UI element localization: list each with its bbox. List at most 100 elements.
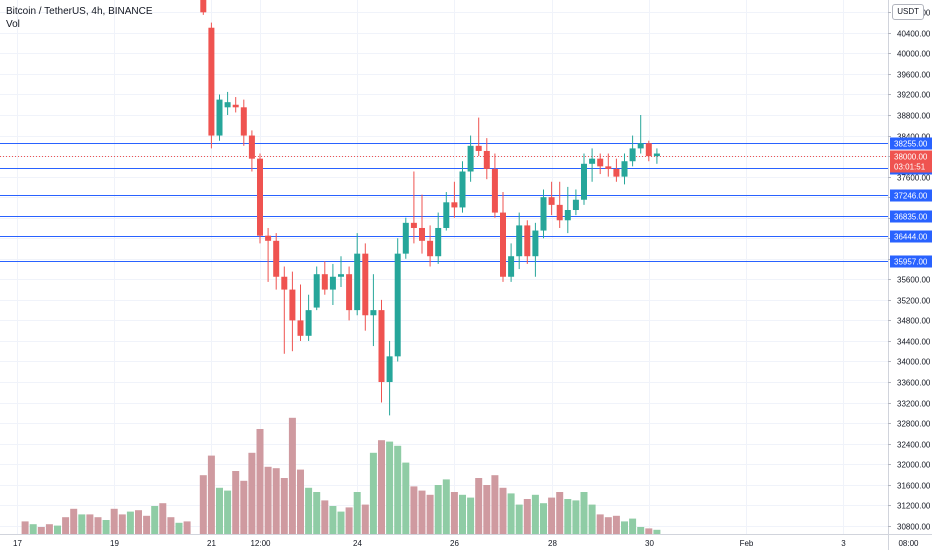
volume-bar [256, 429, 264, 534]
candle-body [443, 202, 450, 228]
candle-body [572, 199, 579, 211]
volume-bar [175, 522, 183, 534]
symbol-title[interactable]: Bitcoin / TetherUS, 4h, BINANCE [6, 6, 153, 17]
price-tick-label: 40000.00 [897, 50, 931, 59]
volume-bar [248, 452, 256, 534]
volume-bar [345, 507, 353, 534]
volume-bar [523, 499, 531, 534]
volume-bar [645, 528, 653, 534]
volume-bar [378, 440, 385, 534]
volume-bar [564, 499, 572, 534]
candle-body [589, 158, 596, 164]
candle-body [321, 274, 328, 290]
volume-bar [548, 497, 556, 534]
candle-body [378, 310, 385, 383]
volume-bar [394, 445, 402, 534]
volume-bar [637, 527, 645, 534]
time-tick-label: Feb [740, 539, 754, 548]
volume-indicator-label[interactable]: Vol [6, 19, 20, 30]
candle-body [329, 276, 336, 290]
level-price-label: 36835.00 [894, 213, 928, 222]
candle-body [548, 197, 555, 205]
price-tick-label: 33600.00 [897, 379, 931, 388]
candle-body [459, 171, 466, 208]
volume-bar [621, 521, 628, 534]
candle-body [564, 210, 571, 221]
candle-body [540, 197, 547, 231]
volume-bar [321, 500, 329, 534]
candle-body [556, 204, 563, 221]
volume-bar [94, 517, 102, 534]
volume-bar [540, 503, 547, 534]
price-axis[interactable]: 30800.00 31200.00 31600.00 32000.00 32400.00… [888, 0, 932, 550]
volume-bar [588, 504, 596, 534]
time-tick-label: 26 [450, 539, 459, 548]
volume-bar [556, 492, 564, 534]
candle-body [427, 240, 434, 257]
candle-body [597, 158, 604, 167]
volume-bar [232, 471, 240, 534]
volume-bar [102, 520, 110, 534]
time-axis[interactable]: 17 19 21 12:00 24 26 28 30 Feb 3 08:00 [0, 534, 932, 549]
candle-body [248, 135, 255, 159]
candle-body [451, 202, 458, 208]
price-tick-label: 38400.00 [897, 133, 931, 142]
level-price-tag [890, 255, 932, 268]
candle-body [224, 102, 231, 108]
candle-body [305, 310, 312, 336]
candle-body [289, 289, 296, 321]
time-tick-label: 28 [548, 539, 557, 548]
volume-bar [361, 504, 369, 534]
volume-bar [280, 478, 288, 534]
price-tick-label: 37600.00 [897, 174, 931, 183]
candle-body [532, 230, 539, 257]
candle-body [297, 320, 304, 336]
volume-bar [54, 525, 61, 534]
candle-body [645, 143, 652, 157]
currency-badge[interactable]: USDT [892, 4, 924, 20]
volume-bar [29, 524, 37, 534]
candle-body [613, 168, 620, 177]
volume-bar [199, 475, 207, 534]
time-tick-label: 17 [13, 539, 22, 548]
volume-bar [305, 487, 313, 534]
price-tick-label: 32000.00 [897, 461, 931, 470]
candle-body [508, 256, 515, 277]
candle-body [240, 107, 247, 136]
volume-bar [143, 515, 151, 534]
price-tick-label: 32800.00 [897, 420, 931, 429]
level-price-label: 37246.00 [894, 192, 928, 201]
candle-body [435, 227, 442, 257]
volume-bar [653, 529, 661, 534]
volume-bar [410, 486, 418, 534]
volume-bar [86, 514, 94, 534]
volume-bar [297, 469, 304, 534]
candle-body [581, 163, 587, 200]
level-price-label: 35957.00 [894, 258, 928, 267]
volume-bar [216, 487, 223, 534]
level-price-tag [890, 137, 932, 150]
candle-body [354, 253, 361, 311]
candle-body [629, 148, 636, 162]
candle-body [524, 225, 531, 257]
candle-body [273, 240, 280, 277]
candle-body [516, 225, 523, 257]
volume-bar [426, 494, 434, 534]
volume-bar [612, 515, 620, 534]
candle-body [491, 168, 498, 213]
time-tick-label: 19 [110, 539, 119, 548]
volume-bar [264, 466, 272, 534]
bar-countdown-label: 03:01:51 [894, 163, 926, 172]
price-tick-label: 31600.00 [897, 482, 931, 491]
level-price-tag [890, 210, 932, 223]
time-tick-label: 24 [353, 539, 362, 548]
volume-bar [167, 517, 175, 534]
volume-bar [151, 506, 159, 534]
volume-bar [467, 497, 475, 534]
candlestick-series [200, 0, 660, 416]
volume-bar [207, 455, 215, 534]
candle-body [500, 212, 506, 277]
volume-bar [402, 462, 410, 534]
volume-bar [159, 503, 167, 534]
